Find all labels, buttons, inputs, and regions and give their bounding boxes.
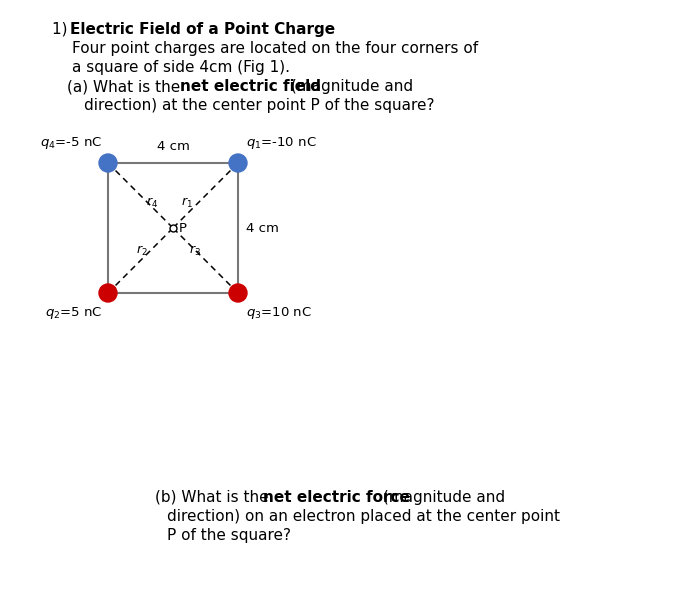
Text: net electric field: net electric field (180, 79, 321, 94)
Text: (magnitude and: (magnitude and (378, 490, 505, 505)
Text: P of the square?: P of the square? (167, 528, 291, 543)
Text: $r_2$: $r_2$ (136, 244, 148, 258)
Text: $q_3$=10 nC: $q_3$=10 nC (246, 305, 312, 321)
Text: 4 cm: 4 cm (246, 222, 279, 234)
Text: direction) on an electron placed at the center point: direction) on an electron placed at the … (167, 509, 560, 524)
Circle shape (229, 284, 247, 302)
Text: direction) at the center point P of the square?: direction) at the center point P of the … (84, 98, 435, 113)
Text: (a) What is the: (a) What is the (67, 79, 185, 94)
Text: P: P (179, 222, 187, 234)
Text: Electric Field of a Point Charge: Electric Field of a Point Charge (70, 22, 335, 37)
Text: (magnitude and: (magnitude and (286, 79, 413, 94)
Text: $r_1$: $r_1$ (181, 196, 193, 210)
Text: a square of side 4cm (Fig 1).: a square of side 4cm (Fig 1). (72, 60, 290, 75)
Text: $r_3$: $r_3$ (189, 244, 201, 258)
Text: 4 cm: 4 cm (157, 140, 190, 153)
Text: net electric force: net electric force (263, 490, 410, 505)
Text: $r_4$: $r_4$ (146, 196, 158, 210)
Text: (b) What is the: (b) What is the (155, 490, 274, 505)
Text: $q_4$=-5 nC: $q_4$=-5 nC (40, 135, 102, 151)
Text: $q_1$=-10 nC: $q_1$=-10 nC (246, 135, 316, 151)
Text: Four point charges are located on the four corners of: Four point charges are located on the fo… (72, 41, 478, 56)
Circle shape (99, 154, 117, 172)
Text: $q_2$=5 nC: $q_2$=5 nC (45, 305, 102, 321)
Circle shape (99, 284, 117, 302)
Circle shape (229, 154, 247, 172)
Text: 1): 1) (52, 22, 72, 37)
